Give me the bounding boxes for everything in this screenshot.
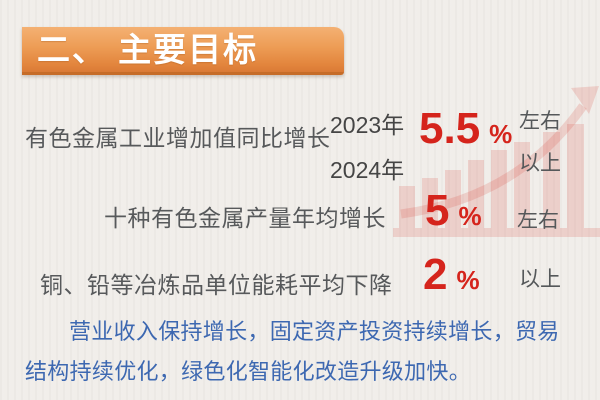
goal-1-number: 5.5 xyxy=(419,104,481,153)
goal-3-number: 2 xyxy=(423,250,448,299)
goal-3-percent-sign: % xyxy=(456,265,480,295)
goal-1-qualifier-2023: 左右 xyxy=(519,110,561,133)
goal-1-value: 5.5 % xyxy=(419,107,512,151)
goal-3-label: 铜、铅等冶炼品单位能耗平均下降 xyxy=(40,272,393,298)
section-title-banner: 二、 主要目标 xyxy=(22,27,344,75)
goal-1-percent-sign: % xyxy=(489,119,513,149)
goal-2-label: 十种有色金属产量年均增长 xyxy=(104,205,386,231)
section-title: 二、 主要目标 xyxy=(37,31,259,68)
goal-2-percent-sign: % xyxy=(458,201,482,231)
summary-paragraph: 营业收入保持增长，固定资产投资持续增长，贸易结构持续优化，绿色化智能化改造升级加… xyxy=(25,319,560,384)
goal-2-number: 5 xyxy=(425,186,450,235)
goal-2-qualifier: 左右 xyxy=(517,209,559,232)
goal-1-qualifier-2024: 以上 xyxy=(519,152,561,175)
goal-3-value: 2 % xyxy=(423,253,480,297)
goal-1-year-2023: 2023年 xyxy=(330,112,405,138)
rising-bar-chart-icon xyxy=(393,86,600,237)
goal-2-value: 5 % xyxy=(425,189,482,233)
goal-3-qualifier: 以上 xyxy=(519,268,561,291)
goal-1-year-2024: 2024年 xyxy=(330,157,405,183)
goal-1-label: 有色金属工业增加值同比增长 xyxy=(25,125,331,151)
